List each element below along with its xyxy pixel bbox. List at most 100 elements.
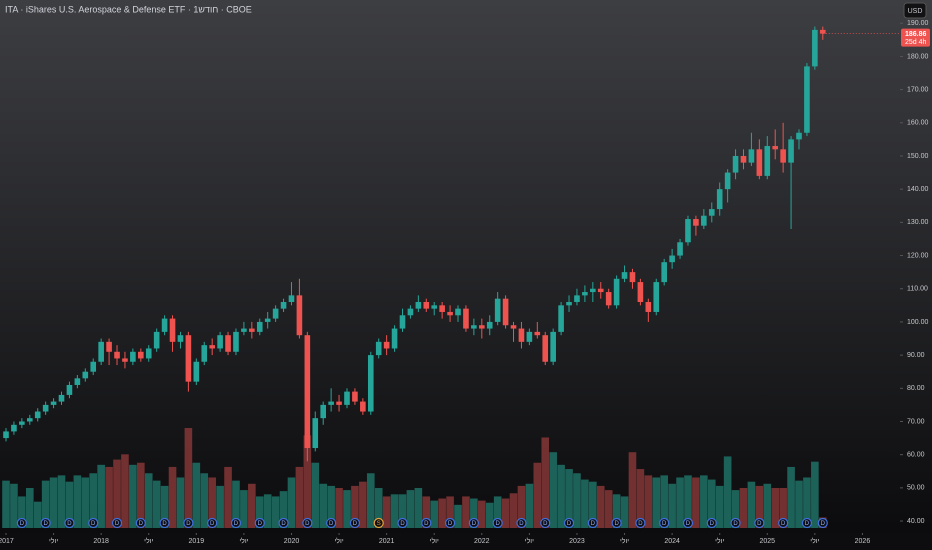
event-label: D — [821, 521, 826, 527]
candle-body — [375, 341, 382, 356]
volume-bar — [525, 483, 534, 528]
volume-bar — [263, 494, 272, 528]
volume-bar — [628, 452, 637, 528]
volume-bar — [731, 490, 740, 528]
event-label: D — [591, 521, 596, 527]
y-tick-label: 190.00 — [907, 20, 929, 27]
volume-bar — [636, 469, 645, 528]
volume-bar — [121, 454, 129, 528]
event-marker — [444, 517, 456, 529]
currency-label[interactable]: USD — [908, 8, 923, 15]
candle-body — [732, 155, 739, 173]
volume-bar — [739, 488, 748, 528]
volume-bar — [144, 473, 153, 528]
candle-body — [653, 282, 660, 312]
volume-bar — [81, 477, 90, 528]
candle-body — [185, 335, 192, 382]
candle-body — [217, 335, 223, 349]
volume-bar — [224, 466, 232, 528]
y-tick-label: 110.00 — [907, 286, 928, 293]
candle-body — [130, 351, 136, 362]
event-label: D — [805, 521, 810, 527]
candle-body — [804, 66, 810, 133]
volume-bar — [303, 435, 312, 528]
volume-bar — [255, 496, 264, 528]
chart-title: ITA · iShares U.S. Aerospace & Defense E… — [5, 4, 252, 14]
x-tick-label: 2024 — [664, 538, 680, 545]
candle-body — [716, 189, 723, 210]
event-label: D — [448, 521, 453, 527]
volume-bar — [612, 494, 621, 528]
x-tick-label: 2022 — [474, 538, 490, 545]
volume-bar — [271, 496, 280, 528]
volume-bar — [549, 452, 557, 528]
event-label: D — [400, 521, 405, 527]
volume-bar — [581, 479, 589, 528]
x-tick-label: יולי — [144, 537, 153, 545]
candle-body — [701, 215, 707, 226]
candle-body — [11, 424, 17, 432]
y-tick-label: 70.00 — [907, 418, 925, 425]
volume-bar — [398, 494, 407, 528]
candle-body — [26, 418, 33, 422]
last-price-box — [901, 28, 930, 47]
candle-body — [344, 391, 350, 405]
volume-bar — [604, 490, 613, 528]
candle-body — [58, 394, 65, 402]
volume-bar — [374, 488, 383, 528]
volume-bar — [803, 477, 811, 528]
candle-body — [82, 371, 89, 379]
candle-body — [328, 401, 334, 405]
volume-bar — [335, 488, 343, 528]
volume-bar — [65, 481, 74, 528]
candle-body — [431, 305, 438, 309]
volume-bar — [668, 483, 676, 528]
volume-bar — [462, 496, 470, 528]
volume-bar — [97, 464, 105, 528]
volume-bar — [795, 480, 803, 528]
candle-body — [209, 345, 215, 349]
candle-body — [796, 132, 802, 140]
candle-body — [724, 172, 731, 190]
event-marker — [801, 517, 813, 529]
event-marker — [159, 517, 170, 529]
candle-body — [574, 295, 580, 303]
candle-body — [812, 29, 818, 67]
volume-bar — [692, 477, 700, 528]
event-marker — [16, 517, 27, 529]
x-tick-label: 2017 — [0, 538, 14, 545]
volume-bar — [478, 500, 486, 528]
volume-bar — [137, 462, 145, 528]
candle-body — [415, 302, 422, 309]
event-marker — [516, 517, 527, 529]
candle-body — [550, 331, 556, 362]
candle-body — [518, 328, 525, 342]
candle-body — [597, 288, 604, 293]
volume-bar — [620, 496, 629, 528]
candle-body — [3, 431, 9, 439]
volume-bar — [311, 462, 320, 528]
volume-bar — [18, 496, 26, 528]
volume-bar — [517, 485, 526, 528]
candle-body — [780, 149, 786, 163]
event-label: D — [757, 521, 762, 527]
candle-body — [145, 348, 152, 359]
event-label: D — [162, 521, 167, 527]
y-tick-label: 150.00 — [907, 153, 929, 160]
candle-body — [34, 411, 41, 419]
volume-bar — [485, 502, 494, 528]
event-marker — [254, 517, 265, 529]
x-tick-label: 2018 — [93, 538, 109, 545]
candle-body — [241, 328, 247, 332]
event-label: D — [472, 521, 477, 527]
candle-body — [463, 308, 469, 329]
candle-body — [169, 318, 176, 342]
candle-body — [280, 302, 287, 309]
currency-button[interactable] — [903, 2, 927, 19]
volume-bar — [184, 428, 193, 528]
event-label: D — [686, 521, 691, 527]
event-marker — [349, 517, 361, 529]
candle-body — [225, 335, 231, 352]
volume-bar — [176, 477, 185, 528]
y-tick-label: 100.00 — [907, 319, 929, 326]
